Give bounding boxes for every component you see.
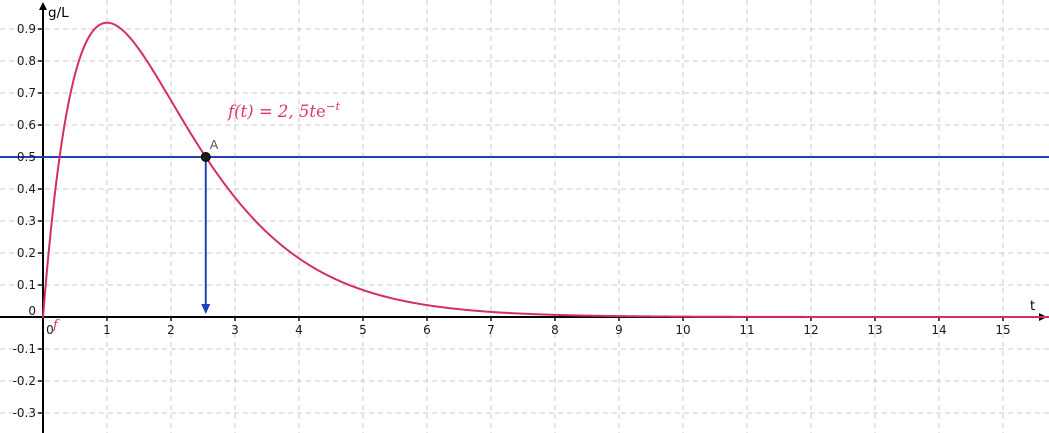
x-tick-label: 14 — [931, 323, 946, 337]
x-tick-label: 15 — [995, 323, 1010, 337]
y-tick-label: -0.3 — [13, 406, 36, 420]
x-tick-label: 0 — [46, 323, 54, 337]
y-tick-label: 0.2 — [17, 246, 36, 260]
y-tick-label: 0.5 — [17, 150, 36, 164]
y-tick-label: -0.1 — [13, 342, 36, 356]
function-curve[interactable] — [42, 21, 1049, 318]
y-tick-label: 0.7 — [17, 86, 36, 100]
curve-tag-f: f — [52, 318, 60, 333]
y-tick-label: 0.8 — [17, 54, 36, 68]
tick-labels: 0 1 2 3 4 5 6 7 8 9 10 11 12 13 14 15-0.3-0.2-0.100.10.… — [13, 22, 1011, 420]
x-tick-label: 7 — [487, 323, 495, 337]
x-tick-label: 6 — [423, 323, 431, 337]
y-tick-label: -0.2 — [13, 374, 36, 388]
point-A-label: A — [210, 137, 219, 152]
x-tick-label: 1 — [103, 323, 111, 337]
x-axis-label: t — [1030, 299, 1035, 314]
y-tick-label: 0.3 — [17, 214, 36, 228]
x-tick-label: 9 — [615, 323, 623, 337]
point-A[interactable] — [200, 152, 211, 162]
x-tick-label: 5 — [359, 323, 367, 337]
x-tick-label: 13 — [867, 323, 882, 337]
y-tick-label: 0.6 — [17, 118, 36, 132]
function-formula-label: f(t) = 2, 5te−t — [226, 99, 340, 121]
y-axis-arrow-icon — [39, 2, 47, 10]
y-axis-label: g/L — [48, 5, 69, 21]
drop-arrow-head-icon — [201, 304, 211, 314]
y-tick-label: 0.4 — [17, 182, 36, 196]
x-tick-label: 3 — [231, 323, 239, 337]
x-tick-label: 2 — [167, 323, 175, 337]
x-tick-label: 10 — [675, 323, 690, 337]
x-tick-label: 11 — [739, 323, 754, 337]
y-tick-label: 0.1 — [17, 278, 36, 292]
x-tick-label: 8 — [551, 323, 559, 337]
x-tick-label: 4 — [295, 323, 303, 337]
x-tick-label: 12 — [803, 323, 818, 337]
y-tick-label: 0.9 — [17, 22, 36, 36]
y-tick-label: 0 — [28, 304, 36, 318]
